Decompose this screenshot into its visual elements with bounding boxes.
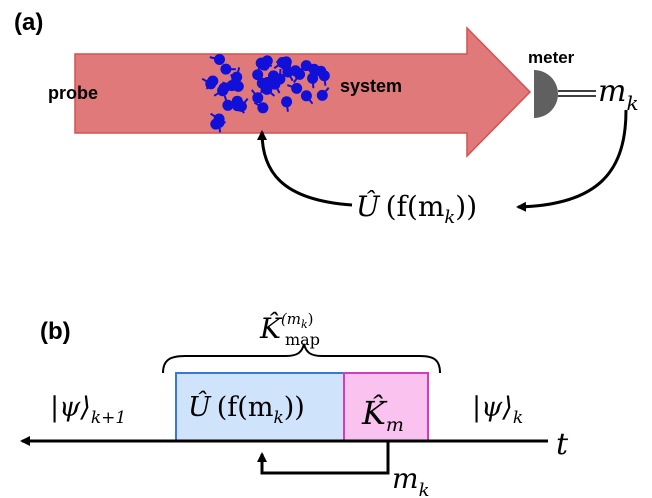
panel-b-label: (b) — [40, 318, 71, 345]
panel-a-label: (a) — [14, 9, 43, 36]
spin-arrow — [266, 73, 274, 84]
time-label: t — [556, 427, 569, 462]
spin-arrow — [274, 83, 281, 94]
spin-arrow — [259, 60, 268, 71]
spin-arrow — [240, 97, 249, 108]
state-left: |ψ⟩k+1 — [50, 392, 126, 428]
unitary-operator: Û (f(mk)) — [188, 389, 305, 428]
spin-arrow — [266, 88, 276, 97]
spin-arrow — [273, 61, 283, 70]
system-label: system — [340, 76, 402, 96]
spin-arrow — [286, 84, 298, 90]
measurement-outcome-b: mk — [392, 462, 429, 498]
meter-icon — [534, 70, 558, 118]
spin-arrow — [223, 95, 229, 106]
spin-arrow — [287, 71, 294, 82]
spin-arrow — [313, 68, 324, 72]
probe-label: probe — [48, 83, 98, 103]
spin-arrow — [292, 73, 301, 84]
feedback-arrow-right — [516, 109, 628, 212]
spin-arrow — [218, 122, 221, 133]
spin-arrow — [253, 101, 264, 109]
spin-arrow — [321, 87, 330, 97]
spin-arrow — [311, 78, 315, 89]
kraus-operator: K̂m — [361, 394, 404, 436]
measurement-outcome-a: mk — [598, 74, 639, 115]
spin-arrow — [235, 67, 241, 78]
state-right: |ψ⟩k — [472, 392, 523, 428]
map-brace — [162, 343, 441, 374]
spin-arrow — [201, 77, 212, 85]
map-operator-label: K̂(mk) — [259, 310, 314, 345]
spin-ensemble-icon — [201, 54, 330, 133]
spin-arrow — [323, 75, 327, 86]
kraus-box — [343, 372, 429, 442]
spin-arrow — [305, 95, 314, 105]
spin-arrow — [285, 101, 289, 112]
spin-arrow — [251, 89, 259, 99]
spin-arrow — [278, 68, 282, 80]
spin-arrow — [260, 83, 264, 94]
feedback-operator: Û (f(mk)) — [356, 189, 477, 228]
feedback-arrow-left — [257, 130, 353, 207]
spin-arrow — [306, 64, 317, 69]
spin-arrow — [209, 56, 220, 61]
map-subscript: map — [285, 330, 320, 349]
feedback-bracket — [257, 441, 390, 475]
meter-label: meter — [528, 48, 575, 67]
spin-arrow — [213, 89, 224, 97]
